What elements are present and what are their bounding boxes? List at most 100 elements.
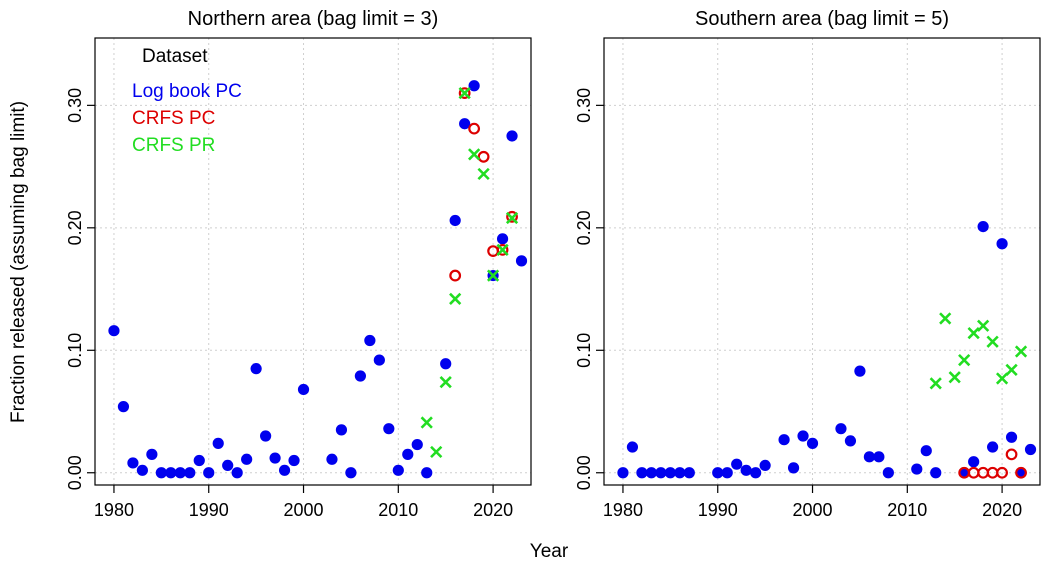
point-crfs-pc bbox=[449, 269, 462, 282]
point-crfs-pr bbox=[958, 353, 971, 367]
point-log-book-pc bbox=[968, 456, 980, 468]
x-tick-label: 1980 bbox=[603, 500, 643, 520]
x-tick-label: 1990 bbox=[698, 500, 738, 520]
point-log-book-pc bbox=[797, 430, 809, 442]
y-tick-label: 0.20 bbox=[574, 210, 594, 245]
x-tick-label: 2010 bbox=[887, 500, 927, 520]
point-log-book-pc bbox=[392, 464, 404, 476]
point-crfs-pr bbox=[486, 269, 500, 282]
point-crfs-pr bbox=[420, 416, 433, 429]
panel-title: Northern area (bag limit = 3) bbox=[188, 8, 439, 30]
point-log-book-pc bbox=[203, 467, 215, 479]
point-crfs-pr bbox=[430, 445, 443, 459]
point-log-book-pc bbox=[1005, 431, 1018, 443]
point-log-book-pc bbox=[664, 467, 676, 479]
point-log-book-pc bbox=[231, 467, 243, 479]
point-log-book-pc bbox=[241, 453, 253, 465]
x-tick-label: 2000 bbox=[283, 500, 323, 520]
point-crfs-pc bbox=[506, 210, 518, 223]
y-tick-label: 0.30 bbox=[65, 88, 85, 123]
point-crfs-pr bbox=[468, 148, 481, 161]
point-log-book-pc bbox=[617, 467, 629, 479]
point-log-book-pc bbox=[911, 463, 923, 475]
panel-northern: 1980 1990 2000 2010 2020 0.00 0.10 0.20 0.30 Nort… bbox=[65, 8, 532, 520]
point-log-book-pc bbox=[468, 80, 480, 92]
point-log-book-pc bbox=[165, 467, 177, 479]
point-crfs-pr bbox=[939, 312, 952, 325]
point-log-book-pc bbox=[440, 358, 452, 370]
point-log-book-pc bbox=[882, 467, 894, 479]
legend-entry-crfs-pr: CRFS PR bbox=[132, 135, 215, 156]
point-log-book-pc bbox=[863, 451, 875, 463]
point-log-book-pc bbox=[354, 370, 366, 382]
point-log-book-pc bbox=[155, 467, 167, 479]
plot-frame bbox=[603, 37, 1041, 486]
point-log-book-pc bbox=[987, 441, 999, 453]
point-log-book-pc bbox=[193, 454, 205, 467]
points bbox=[617, 220, 1037, 479]
point-crfs-pr bbox=[477, 167, 490, 181]
point-log-book-pc bbox=[835, 423, 847, 435]
point-log-book-pc bbox=[683, 467, 695, 479]
point-log-book-pc bbox=[278, 464, 291, 476]
panel-southern: 1980 1990 2000 2010 2020 0.00 0.10 0.20 0.30 Sout… bbox=[574, 8, 1041, 520]
point-log-book-pc bbox=[674, 467, 686, 479]
point-crfs-pr bbox=[967, 327, 980, 340]
point-log-book-pc bbox=[778, 434, 790, 446]
y-tick-label: 0.10 bbox=[65, 333, 85, 368]
point-log-book-pc bbox=[345, 467, 357, 479]
point-crfs-pr bbox=[929, 377, 942, 390]
point-log-book-pc bbox=[496, 233, 509, 245]
point-crfs-pc bbox=[1015, 466, 1027, 479]
point-crfs-pc bbox=[468, 122, 481, 135]
point-log-book-pc bbox=[759, 459, 771, 472]
point-log-book-pc bbox=[977, 220, 989, 233]
point-crfs-pc bbox=[458, 87, 471, 100]
point-crfs-pc bbox=[496, 243, 509, 256]
point-log-book-pc bbox=[459, 118, 471, 130]
point-log-book-pc bbox=[930, 467, 942, 479]
legend-title: Dataset bbox=[142, 46, 208, 67]
point-crfs-pr bbox=[977, 319, 990, 332]
y-axis-label: Fraction released (assuming bag limit) bbox=[8, 101, 29, 423]
point-log-book-pc bbox=[108, 325, 120, 337]
x-tick-label: 2020 bbox=[473, 500, 513, 520]
point-log-book-pc bbox=[364, 334, 376, 347]
x-tick-label: 2010 bbox=[378, 500, 418, 520]
point-log-book-pc bbox=[326, 453, 338, 465]
x-axis-label: Year bbox=[530, 541, 569, 562]
point-log-book-pc bbox=[626, 441, 639, 453]
legend: Dataset Log book PC CRFS PC CRFS PR bbox=[132, 46, 242, 156]
point-log-book-pc bbox=[212, 437, 224, 449]
point-crfs-pc bbox=[477, 150, 490, 163]
point-crfs-pc bbox=[996, 466, 1008, 479]
point-log-book-pc bbox=[636, 467, 648, 479]
point-log-book-pc bbox=[335, 424, 348, 436]
point-log-book-pc bbox=[402, 448, 414, 460]
point-log-book-pc bbox=[184, 467, 196, 479]
point-log-book-pc bbox=[645, 467, 657, 479]
point-log-book-pc bbox=[844, 435, 857, 447]
point-crfs-pr bbox=[1005, 363, 1018, 377]
point-log-book-pc bbox=[250, 363, 262, 375]
point-log-book-pc bbox=[506, 130, 518, 142]
point-log-book-pc bbox=[873, 451, 885, 463]
point-log-book-pc bbox=[373, 354, 385, 366]
point-crfs-pr bbox=[505, 211, 519, 225]
legend-entry-crfs-pc: CRFS PC bbox=[132, 108, 215, 129]
x-tick-label: 1990 bbox=[189, 500, 229, 520]
y-tick-label: 0.10 bbox=[574, 333, 594, 368]
point-log-book-pc bbox=[383, 423, 395, 435]
point-log-book-pc bbox=[297, 383, 310, 396]
point-log-book-pc bbox=[854, 365, 866, 377]
y-tick-label: 0.00 bbox=[65, 455, 85, 490]
x-tick-label: 2020 bbox=[982, 500, 1022, 520]
panel-title: Southern area (bag limit = 5) bbox=[695, 8, 949, 30]
plot-frame bbox=[94, 37, 532, 486]
legend-entry-log-book-pc: Log book PC bbox=[132, 81, 242, 102]
point-log-book-pc bbox=[806, 437, 819, 449]
point-log-book-pc bbox=[117, 401, 130, 413]
point-log-book-pc bbox=[721, 467, 733, 479]
point-crfs-pr bbox=[948, 371, 961, 384]
